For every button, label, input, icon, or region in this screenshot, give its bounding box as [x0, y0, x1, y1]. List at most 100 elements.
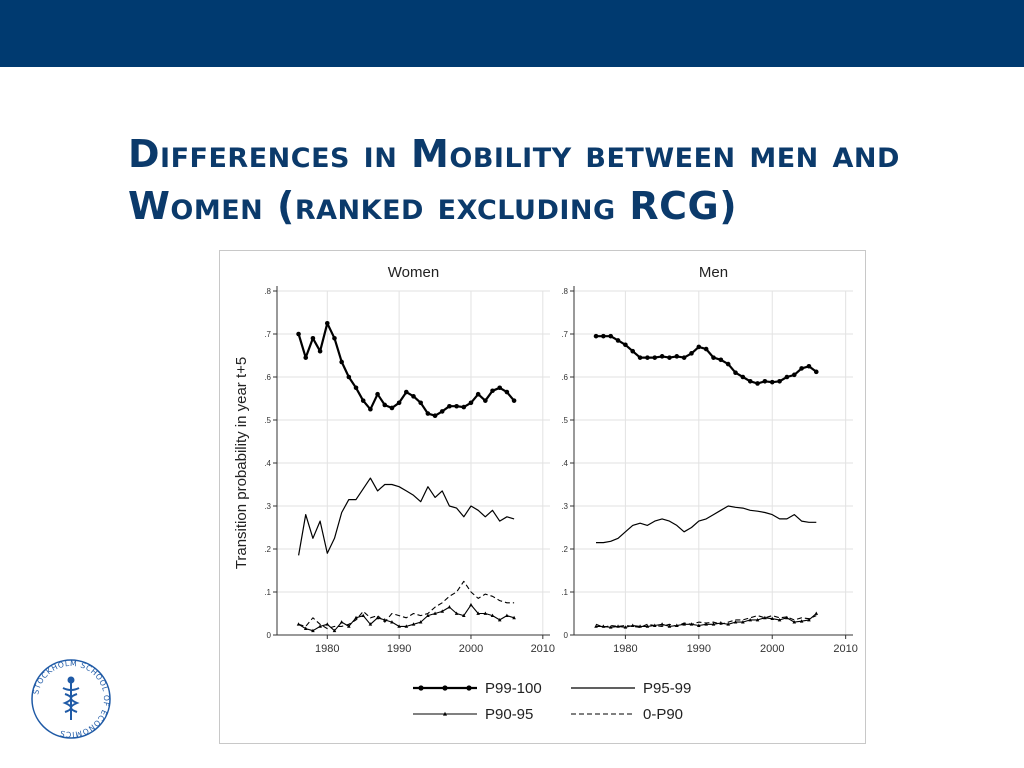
point-p90-95	[339, 620, 344, 624]
point-p99-100	[310, 336, 316, 341]
point-p99-100	[608, 333, 614, 339]
point-p90-95	[347, 624, 351, 628]
legend-label-0-p90: 0-P90	[643, 706, 683, 723]
point-p90-95	[303, 626, 308, 630]
y-axis-label: Transition probability in year t+5	[233, 357, 250, 569]
point-p99-100	[432, 413, 438, 418]
x-tick-label: 1990	[687, 643, 711, 655]
point-p90-95	[418, 620, 423, 624]
point-p99-100	[696, 344, 702, 350]
point-p99-100	[799, 366, 804, 371]
logo-outer-ring	[31, 659, 111, 739]
panel-title-men: Men	[699, 264, 728, 281]
point-p99-100	[447, 403, 452, 409]
point-p99-100	[353, 385, 359, 391]
point-p99-100	[461, 404, 467, 410]
x-tick-label: 1980	[315, 643, 339, 655]
point-p99-100	[747, 379, 753, 384]
point-p99-100	[418, 400, 423, 406]
point-p90-95	[454, 611, 459, 615]
point-p90-95	[447, 605, 452, 609]
point-p90-95	[311, 628, 315, 633]
point-p99-100	[718, 357, 724, 363]
slide-title: Differences in Mobility between men and …	[128, 132, 900, 228]
point-p99-100	[813, 369, 819, 375]
point-p90-95	[748, 617, 753, 622]
point-p99-100	[681, 355, 687, 360]
point-p99-100	[703, 346, 709, 352]
point-p99-100	[511, 398, 517, 403]
point-p99-100	[483, 398, 488, 403]
point-p99-100	[490, 388, 495, 394]
y-tick-label: .2	[264, 545, 271, 554]
point-p99-100	[303, 355, 309, 360]
y-tick-label: .5	[264, 416, 271, 425]
point-p90-95	[645, 624, 650, 628]
point-p90-95	[318, 624, 322, 628]
point-p90-95	[594, 624, 598, 628]
point-p90-95	[433, 611, 437, 615]
y-tick-label: .7	[561, 330, 568, 339]
point-p90-95	[404, 624, 409, 628]
panel-title-women: Women	[388, 264, 439, 281]
point-p99-100	[454, 403, 459, 409]
point-p99-100	[332, 336, 337, 341]
y-tick-label: 0	[564, 631, 569, 640]
point-p90-95	[623, 625, 628, 629]
point-p99-100	[296, 331, 301, 337]
point-p99-100	[404, 389, 409, 395]
legend-marker	[418, 685, 424, 691]
point-p99-100	[711, 355, 716, 360]
point-p90-95	[512, 615, 516, 620]
point-p99-100	[317, 348, 323, 354]
point-p99-100	[630, 348, 636, 354]
y-tick-label: .3	[561, 502, 568, 511]
point-p99-100	[504, 389, 510, 395]
point-p90-95	[461, 613, 466, 618]
point-p90-95	[368, 622, 373, 626]
x-tick-label: 2000	[459, 643, 483, 655]
point-p90-95	[807, 617, 811, 622]
legend-marker	[443, 711, 447, 716]
point-p99-100	[667, 355, 672, 360]
point-p90-95	[361, 613, 366, 618]
point-p90-95	[711, 622, 716, 626]
point-p90-95	[476, 611, 480, 615]
point-p90-95	[469, 602, 473, 607]
point-p90-95	[763, 615, 767, 620]
chart-frame: Transition probability in year t+5 Women 0…	[219, 250, 866, 744]
point-p99-100	[346, 374, 352, 380]
point-p99-100	[637, 355, 643, 360]
header-bar	[0, 0, 1024, 67]
point-p99-100	[439, 409, 445, 414]
series-line-p95-99-men	[596, 505, 817, 544]
point-p90-95	[411, 622, 416, 626]
point-p90-95	[785, 615, 789, 620]
y-tick-label: .4	[561, 459, 568, 468]
point-p90-95	[770, 616, 775, 621]
x-tick-label: 1980	[613, 643, 637, 655]
point-p99-100	[324, 320, 330, 326]
point-p99-100	[368, 406, 373, 412]
x-tick-label: 1990	[387, 643, 411, 655]
point-p90-95	[660, 622, 664, 626]
point-p99-100	[593, 333, 599, 339]
y-tick-label: .4	[264, 459, 271, 468]
series-line-p99-100-women	[297, 322, 515, 417]
point-p90-95	[390, 620, 394, 624]
point-p99-100	[615, 338, 621, 343]
point-p99-100	[791, 372, 797, 378]
point-p99-100	[425, 411, 431, 416]
legend-label-p99-100: P99-100	[485, 680, 542, 697]
point-p90-95	[755, 617, 760, 622]
point-p90-95	[667, 624, 672, 628]
point-p99-100	[468, 400, 474, 406]
point-p99-100	[674, 354, 680, 359]
point-p99-100	[497, 385, 503, 391]
point-p99-100	[360, 398, 366, 403]
point-p99-100	[411, 394, 416, 399]
point-p90-95	[440, 609, 445, 613]
legend-marker	[466, 685, 472, 691]
point-p90-95	[697, 623, 701, 627]
y-tick-label: .8	[264, 287, 271, 296]
